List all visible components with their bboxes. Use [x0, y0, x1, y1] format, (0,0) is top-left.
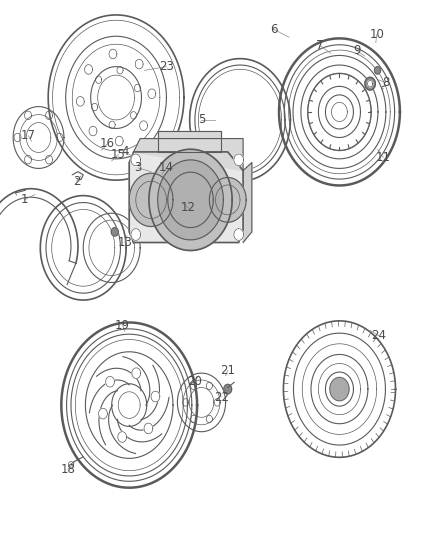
Text: 20: 20: [187, 375, 202, 387]
Text: 16: 16: [100, 138, 115, 150]
Text: 6: 6: [270, 23, 278, 36]
Polygon shape: [374, 67, 381, 74]
Text: 2: 2: [73, 175, 81, 188]
Text: 4: 4: [121, 146, 129, 158]
Polygon shape: [224, 384, 232, 394]
Polygon shape: [158, 160, 223, 240]
Text: 1: 1: [20, 193, 28, 206]
Polygon shape: [118, 432, 127, 442]
Polygon shape: [209, 177, 246, 222]
Polygon shape: [190, 59, 290, 181]
Text: 5: 5: [198, 114, 205, 126]
Polygon shape: [129, 173, 173, 227]
Polygon shape: [177, 373, 226, 432]
Text: 22: 22: [214, 391, 229, 403]
Polygon shape: [106, 376, 114, 387]
Text: 19: 19: [115, 319, 130, 332]
Text: 14: 14: [159, 161, 174, 174]
Text: 18: 18: [60, 463, 75, 475]
Polygon shape: [330, 377, 349, 401]
Polygon shape: [151, 391, 160, 402]
Text: 15: 15: [111, 148, 126, 161]
Text: 24: 24: [371, 329, 386, 342]
Polygon shape: [243, 163, 252, 243]
Polygon shape: [99, 408, 107, 419]
Text: 11: 11: [376, 151, 391, 164]
Polygon shape: [13, 107, 64, 168]
Text: 17: 17: [21, 130, 36, 142]
Text: 9: 9: [353, 44, 361, 57]
Polygon shape: [83, 213, 140, 282]
Text: 13: 13: [117, 236, 132, 249]
Text: 7: 7: [316, 39, 324, 52]
Text: 8: 8: [382, 76, 389, 89]
Polygon shape: [131, 154, 141, 166]
Polygon shape: [134, 139, 243, 171]
Polygon shape: [277, 36, 402, 188]
Polygon shape: [149, 149, 232, 251]
Text: 10: 10: [369, 28, 384, 41]
Polygon shape: [45, 13, 187, 182]
Polygon shape: [68, 462, 74, 468]
Text: 3: 3: [134, 161, 141, 174]
Polygon shape: [365, 77, 375, 90]
Polygon shape: [144, 423, 153, 434]
Text: 23: 23: [159, 60, 174, 73]
Polygon shape: [367, 80, 373, 87]
Polygon shape: [59, 320, 199, 490]
Polygon shape: [234, 154, 244, 166]
Polygon shape: [158, 131, 221, 152]
Polygon shape: [234, 229, 244, 240]
Polygon shape: [111, 228, 118, 236]
Text: 21: 21: [220, 364, 235, 377]
Polygon shape: [131, 229, 141, 240]
Polygon shape: [129, 152, 243, 243]
Text: 12: 12: [181, 201, 196, 214]
Polygon shape: [132, 368, 141, 378]
Polygon shape: [280, 317, 399, 461]
Polygon shape: [40, 196, 126, 300]
